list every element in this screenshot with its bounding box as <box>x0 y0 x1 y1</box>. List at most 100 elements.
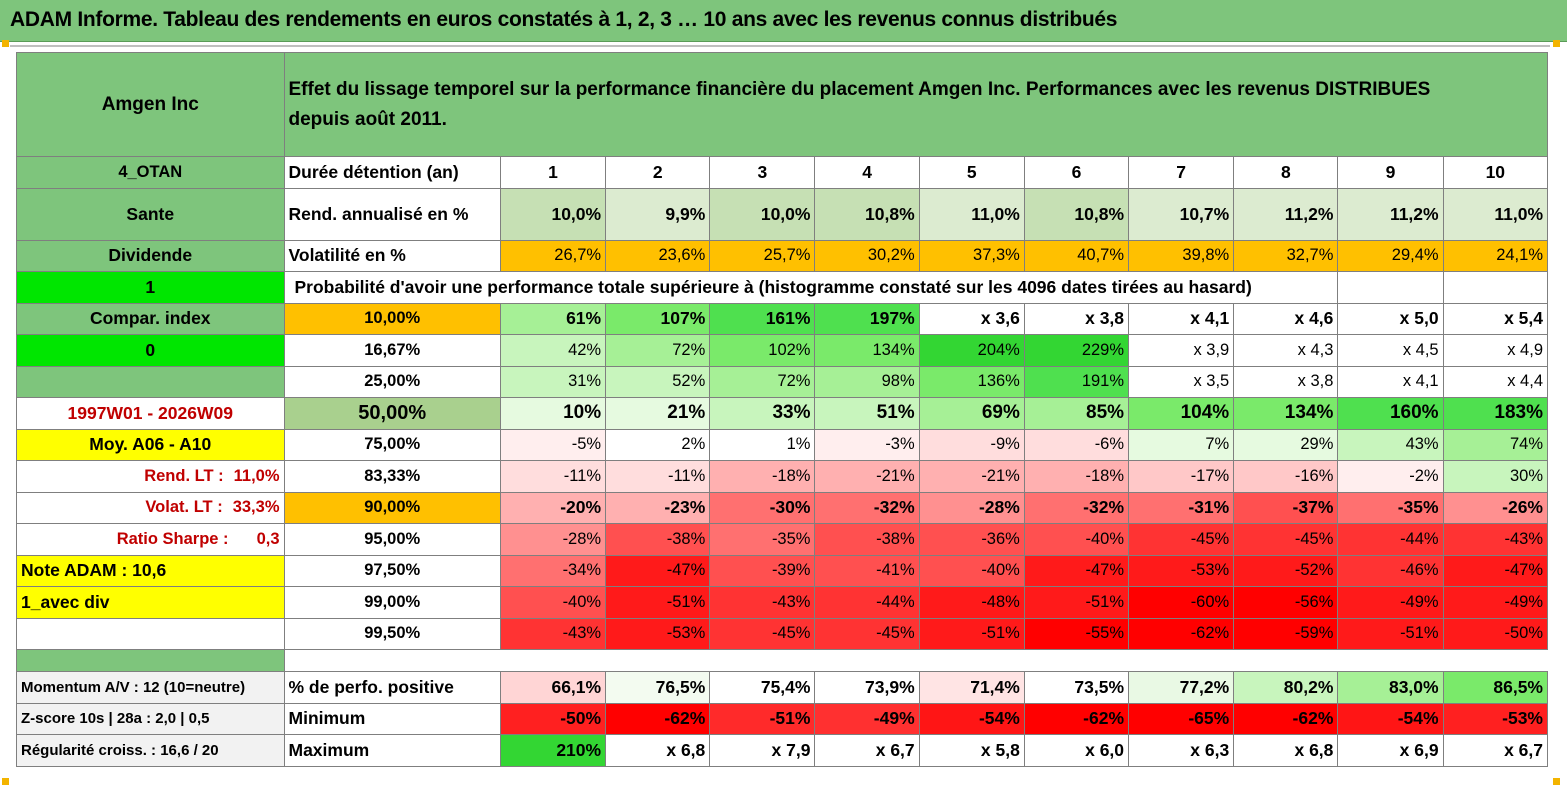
probability-value: -62% <box>1128 617 1235 650</box>
year-header: 8 <box>1233 156 1339 189</box>
probability-value: 229% <box>1023 334 1130 367</box>
probability-value: -45% <box>709 617 816 650</box>
probability-value: -38% <box>605 523 711 556</box>
probability-value: 10% <box>499 397 607 430</box>
year-header: 3 <box>709 156 816 189</box>
probability-value: -37% <box>1233 491 1339 524</box>
summary-value: -62% <box>1233 702 1339 735</box>
moy-cell: Moy. A06 - A10 <box>16 428 285 461</box>
percentile-cell: 83,33% <box>283 460 501 493</box>
probability-value: 7% <box>1128 428 1235 461</box>
probability-value: 191% <box>1023 365 1130 398</box>
probability-value: -55% <box>1023 617 1130 650</box>
description-line-2: depuis août 2011. <box>288 108 447 130</box>
year-header: 4 <box>814 156 920 189</box>
probability-value: -47% <box>1023 554 1130 587</box>
rend-value: 10,0% <box>499 187 607 241</box>
probability-value: -45% <box>1233 523 1339 556</box>
probability-value: x 3,6 <box>918 302 1025 335</box>
code-cell: 4_OTAN <box>16 156 285 189</box>
summary-value: -50% <box>499 702 607 735</box>
empty-side-cell <box>16 617 285 650</box>
frame-top-line <box>10 45 1550 47</box>
summary-value: -65% <box>1128 702 1235 735</box>
probability-value: -11% <box>499 460 607 493</box>
probability-value: -40% <box>918 554 1025 587</box>
probability-value: -6% <box>1023 428 1130 461</box>
corner-marker <box>1553 778 1560 785</box>
rend-value: 10,0% <box>709 187 816 241</box>
summary-value: 83,0% <box>1337 671 1444 704</box>
spacer-cell <box>815 650 919 672</box>
probability-value: -46% <box>1337 554 1444 587</box>
probability-value: x 5,0 <box>1337 302 1444 335</box>
probability-value: 52% <box>605 365 711 398</box>
probability-value: -21% <box>814 460 920 493</box>
spacer-cell <box>1338 650 1443 672</box>
probability-value: -44% <box>1337 523 1444 556</box>
summary-value: 80,2% <box>1233 671 1339 704</box>
year-header: 9 <box>1337 156 1444 189</box>
summary-value: x 6,7 <box>1442 734 1549 767</box>
rend-value: 10,7% <box>1128 187 1235 241</box>
asset-description: Effet du lissage temporel sur la perform… <box>283 52 1548 157</box>
summary-value: -51% <box>709 702 816 735</box>
rend-lt-cell: Rend. LT : 11,0% <box>16 460 285 493</box>
probability-value: -53% <box>1128 554 1235 587</box>
probability-value: -31% <box>1128 491 1235 524</box>
probability-value: -60% <box>1128 586 1235 619</box>
probability-value: -26% <box>1442 491 1549 524</box>
volat-value: 25,7% <box>709 239 816 272</box>
probability-value: -32% <box>814 491 920 524</box>
probability-value: -49% <box>1337 586 1444 619</box>
spacer-cell <box>919 650 1024 672</box>
probability-value: -23% <box>605 491 711 524</box>
rend-value: 10,8% <box>814 187 920 241</box>
percentile-cell: 95,00% <box>283 523 501 556</box>
spacer-cell <box>606 650 710 672</box>
percentile-cell: 90,00% <box>283 491 501 524</box>
summary-value: x 6,8 <box>605 734 711 767</box>
minimum-label: Minimum <box>283 702 501 735</box>
asset-name: Amgen Inc <box>16 52 285 157</box>
sharpe-label: Ratio Sharpe : <box>116 529 229 548</box>
sector-cell: Sante <box>16 187 285 241</box>
spacer-cell <box>1129 650 1234 672</box>
probability-value: -3% <box>814 428 920 461</box>
probability-value: x 4,9 <box>1442 334 1549 367</box>
probability-value: -30% <box>709 491 816 524</box>
probability-value: -18% <box>709 460 816 493</box>
volat-lt-cell: Volat. LT : 33,3% <box>16 491 285 524</box>
probability-value: -35% <box>709 523 816 556</box>
summary-value: -62% <box>605 702 711 735</box>
volat-value: 29,4% <box>1337 239 1444 272</box>
summary-value: -62% <box>1023 702 1130 735</box>
summary-value: 86,5% <box>1442 671 1549 704</box>
rend-value: 11,0% <box>918 187 1025 241</box>
probability-value: -35% <box>1337 491 1444 524</box>
probability-value: 204% <box>918 334 1025 367</box>
probability-value: x 4,4 <box>1442 365 1549 398</box>
probability-value: -18% <box>1023 460 1130 493</box>
probability-value: -5% <box>499 428 607 461</box>
empty-cell <box>1337 271 1444 304</box>
volat-value: 30,2% <box>814 239 920 272</box>
probability-value: x 3,9 <box>1128 334 1235 367</box>
probability-value: -39% <box>709 554 816 587</box>
percentile-cell: 25,00% <box>283 365 501 398</box>
empty-side-cell <box>16 365 285 398</box>
volat-value: 24,1% <box>1442 239 1549 272</box>
volat-value: 32,7% <box>1233 239 1339 272</box>
probability-value: x 4,5 <box>1337 334 1444 367</box>
year-header: 5 <box>918 156 1025 189</box>
summary-value: 73,5% <box>1023 671 1130 704</box>
probability-value: -11% <box>605 460 711 493</box>
spacer-cell <box>1234 650 1338 672</box>
year-header: 1 <box>499 156 607 189</box>
report-title: ADAM Informe. Tableau des rendements en … <box>10 8 1118 31</box>
duree-label: Durée détention (an) <box>283 156 501 189</box>
probability-value: 69% <box>918 397 1025 430</box>
spacer-cell <box>500 650 605 672</box>
probability-value: -51% <box>605 586 711 619</box>
spacer-cell <box>710 650 815 672</box>
